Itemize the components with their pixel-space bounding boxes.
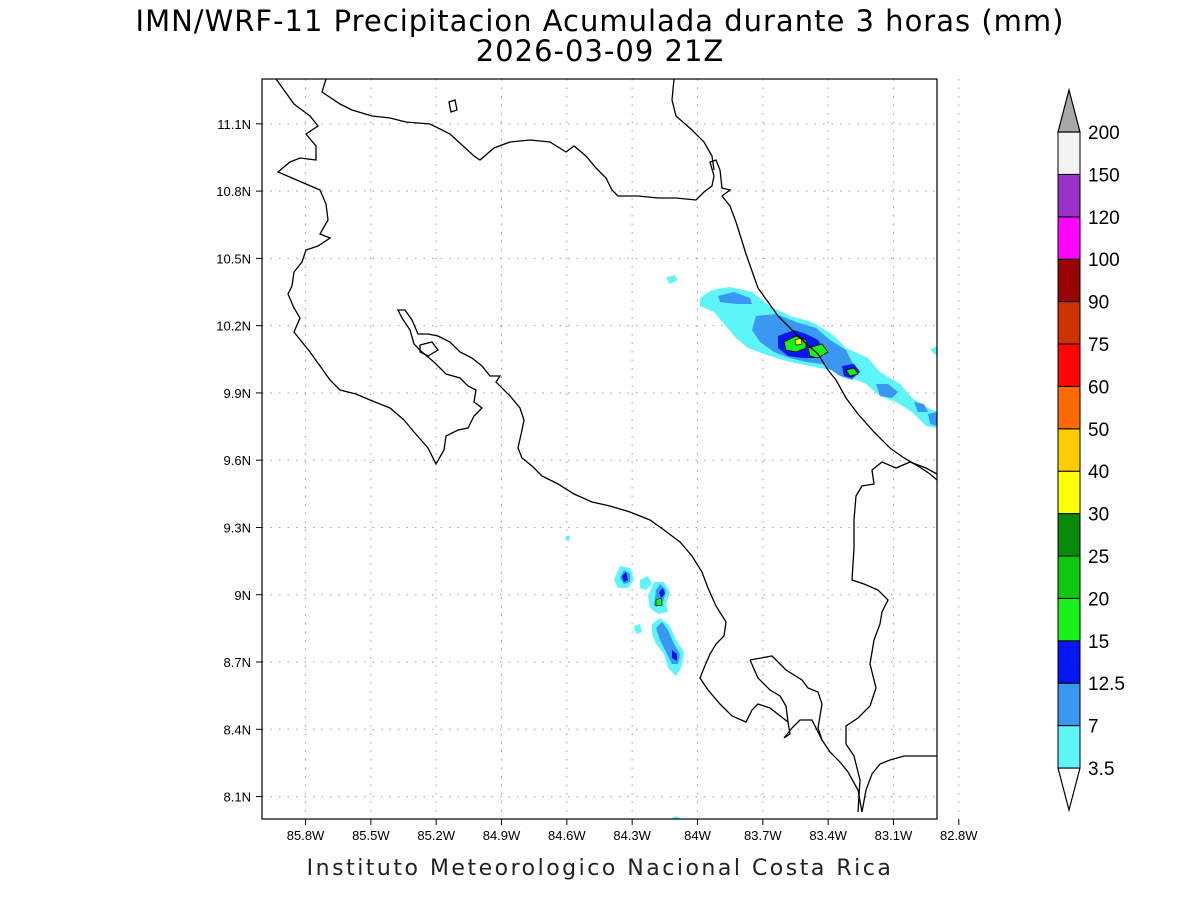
lon-tick-label: 85.2W — [417, 828, 455, 843]
colorbar-segment — [1057, 597, 1081, 642]
precipitation-caribbean-band — [666, 275, 937, 428]
colorbar-label: 30 — [1088, 505, 1109, 526]
precipitation-southern-cells — [565, 536, 684, 819]
lat-tick-label: 10.2N — [216, 319, 251, 334]
lon-tick-label: 83.1W — [875, 828, 913, 843]
colorbar-label: 40 — [1088, 462, 1109, 483]
colorbar-segment — [1057, 343, 1081, 387]
lat-tick-label: 8.4N — [224, 722, 251, 737]
colorbar-label: 90 — [1088, 293, 1109, 314]
lon-tick-label: 84W — [684, 828, 711, 843]
colorbar-label: 150 — [1088, 165, 1120, 186]
colorbar: 3.5 7 12.5 15 20 25 30 40 50 60 75 90 100 120 150 200 — [1057, 87, 1125, 813]
coastline — [275, 79, 937, 813]
colorbar-segment — [1057, 682, 1081, 727]
lon-tick-label: 83.4W — [809, 828, 847, 843]
colorbar-label: 7 — [1088, 717, 1099, 738]
colorbar-label: 120 — [1088, 208, 1120, 229]
lon-tick-label: 84.3W — [613, 828, 651, 843]
colorbar-segment — [1057, 640, 1081, 684]
lon-tick-label: 84.6W — [548, 828, 586, 843]
colorbar-segment — [1057, 385, 1081, 430]
map-title: IMN/WRF-11 Precipitacion Acumulada duran… — [135, 4, 1065, 38]
colorbar-segment — [1057, 470, 1081, 515]
lat-tick-label: 9N — [234, 588, 251, 603]
lat-tick-label: 9.9N — [224, 386, 251, 401]
colorbar-segment — [1057, 258, 1081, 303]
colorbar-label: 20 — [1088, 589, 1109, 610]
lon-tick-label: 82.8W — [940, 828, 978, 843]
lon-tick-label: 85.8W — [287, 828, 325, 843]
lat-tick-label: 8.7N — [224, 655, 251, 670]
colorbar-label: 100 — [1088, 250, 1120, 271]
colorbar-segment — [1057, 725, 1081, 769]
lat-tick-label: 9.6N — [224, 453, 251, 468]
lat-tick-label: 9.3N — [224, 520, 251, 535]
footer-credit: Instituto Meteorologico Nacional Costa R… — [306, 856, 894, 881]
lon-tick-label: 83.7W — [744, 828, 782, 843]
colorbar-label: 50 — [1088, 420, 1109, 441]
colorbar-segment — [1057, 216, 1081, 260]
colorbar-label: 60 — [1088, 377, 1109, 398]
colorbar-segment — [1057, 428, 1081, 472]
map-date: 2026-03-09 21Z — [475, 34, 725, 68]
colorbar-segment — [1057, 555, 1081, 599]
map-axes: 85.8W 85.5W 85.2W 84.9W 84.6W 84.3W 84W 83.7W 83… — [216, 117, 978, 843]
lon-tick-label: 84.9W — [483, 828, 521, 843]
colorbar-segment — [1057, 173, 1081, 218]
colorbar-label: 3.5 — [1088, 759, 1114, 780]
colorbar-label: 25 — [1088, 547, 1109, 568]
colorbar-segment — [1057, 131, 1081, 175]
grid-lines — [262, 79, 960, 819]
colorbar-label: 200 — [1088, 123, 1120, 144]
colorbar-high-arrow — [1057, 87, 1081, 133]
lat-tick-label: 8.1N — [224, 790, 251, 805]
lat-tick-label: 10.5N — [216, 251, 251, 266]
colorbar-label: 15 — [1088, 632, 1109, 653]
colorbar-segment — [1057, 301, 1081, 345]
lat-tick-label: 10.8N — [216, 184, 251, 199]
lat-tick-label: 11.1N — [217, 117, 251, 132]
colorbar-label: 12.5 — [1088, 674, 1125, 695]
lon-tick-label: 85.5W — [352, 828, 390, 843]
colorbar-segment — [1057, 513, 1081, 557]
colorbar-low-arrow — [1057, 767, 1081, 813]
colorbar-label: 75 — [1088, 335, 1109, 356]
map-frame — [261, 78, 938, 820]
